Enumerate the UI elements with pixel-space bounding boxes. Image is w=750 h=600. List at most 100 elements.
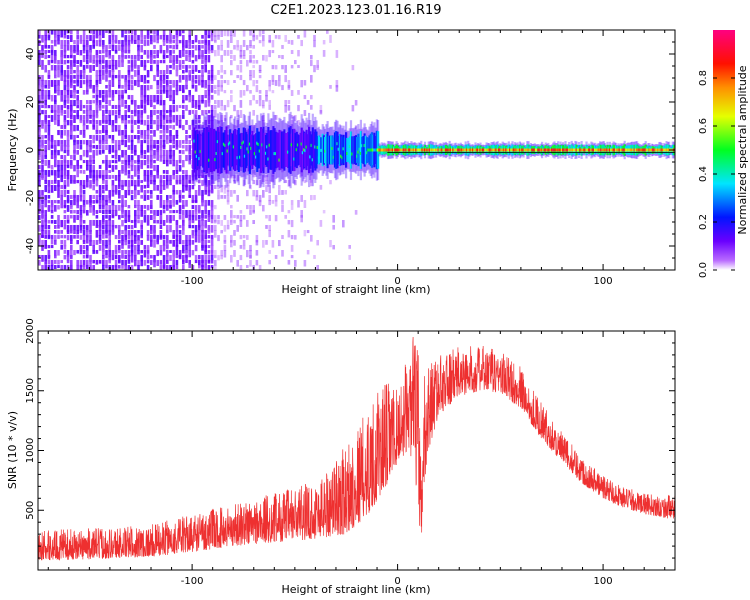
spectrogram-cell <box>79 165 83 169</box>
spectrogram-cell <box>182 265 185 270</box>
spectrogram-cell <box>252 45 255 49</box>
spectrogram-cell <box>185 130 188 134</box>
spectrogram-cell <box>210 215 214 220</box>
spectrogram-cell <box>175 240 179 247</box>
spectrogram-cell <box>66 235 70 241</box>
spectrogram-cell <box>169 130 172 137</box>
spectrogram-cell <box>194 205 198 212</box>
spectrogram-cell <box>82 110 86 114</box>
spectrogram-cell <box>178 40 182 44</box>
spectrogram-cell <box>76 235 79 239</box>
spectrogram-cell <box>182 225 185 231</box>
spectrogram-cell <box>217 175 220 183</box>
spectrogram-cell <box>153 55 156 59</box>
spectrogram-cell <box>281 235 284 239</box>
spectrogram-cell <box>134 110 137 117</box>
spectrogram-cell <box>38 140 41 147</box>
y-tick-label: -40 <box>25 238 36 254</box>
spectrogram-cell <box>214 205 217 210</box>
spectrogram-cell <box>86 265 89 269</box>
spectrogram-cell <box>118 125 121 131</box>
spectrogram-cell <box>281 250 284 257</box>
spectrogram-cell <box>290 133 293 167</box>
spectrogram-cell <box>191 200 195 204</box>
spectrogram-cell <box>130 55 134 60</box>
spectrogram-cell <box>194 210 198 215</box>
spectrogram-cell <box>182 65 185 69</box>
spectrogram-cell <box>252 125 255 133</box>
spectrogram-cell <box>105 215 108 219</box>
spectrogram-cell <box>191 170 195 178</box>
spectrogram-cell <box>257 131 260 169</box>
spectrogram-cell <box>124 190 127 198</box>
spectrogram-cell <box>242 127 245 173</box>
spectrogram-cell <box>105 220 108 226</box>
spectrogram-cell <box>182 40 185 48</box>
spectrogram-cell <box>357 133 360 167</box>
spectrogram-cell <box>188 95 191 103</box>
spectrogram-cell <box>230 210 233 218</box>
spectrogram-cell <box>146 125 150 132</box>
spectrogram-cell <box>102 140 105 145</box>
spectrogram-cell <box>194 75 198 80</box>
spectrogram-cell <box>166 80 169 87</box>
spectrogram-cell <box>230 240 233 248</box>
spectrogram-cell <box>349 131 353 169</box>
spectrogram-cell <box>382 148 385 152</box>
spectrogram-cell <box>130 155 134 162</box>
spectrogram-cell <box>194 170 198 177</box>
spectrogram-cell <box>288 127 291 173</box>
spectrogram-cell <box>311 127 314 173</box>
spectrogram-cell <box>86 200 89 205</box>
spectrogram-cell <box>321 133 324 167</box>
spectrogram-cell <box>188 75 191 81</box>
spectrogram-cell <box>38 115 41 122</box>
spectrogram-cell <box>47 80 51 86</box>
spectrogram-cell <box>127 165 131 169</box>
spectrogram-cell <box>150 60 153 65</box>
spectrogram-cell <box>169 145 172 152</box>
spectrogram-cell <box>121 40 124 47</box>
spectrogram-cell <box>166 250 169 257</box>
spectrogram-cell <box>108 55 111 59</box>
spectrogram-cell <box>287 210 291 214</box>
spectrogram-cell <box>242 80 246 86</box>
spectrogram-cell <box>217 235 220 242</box>
spectrogram-cell <box>513 148 517 152</box>
spectrogram-cell <box>204 200 207 207</box>
spectrogram-cell <box>301 130 304 170</box>
spectrogram-cell <box>367 148 370 152</box>
spectrogram-cell <box>185 95 188 101</box>
spectrogram-cell <box>204 235 207 240</box>
spectrogram-cell <box>425 148 428 152</box>
spectrogram-cell <box>182 175 185 181</box>
spectrogram-cell <box>63 55 67 59</box>
spectrogram-cell <box>188 225 191 229</box>
spectrogram-cell <box>230 255 233 263</box>
spectrogram-cell <box>105 185 108 191</box>
spectrogram-cell <box>76 40 79 45</box>
spectrogram-cell <box>606 148 609 152</box>
spectrogram-cell <box>146 70 150 78</box>
spectrogram-cell <box>225 126 228 174</box>
spectrogram-cell <box>242 90 246 96</box>
spectrogram-cell <box>38 205 41 212</box>
spectrogram-cell <box>111 120 115 127</box>
spectrogram-cell <box>143 195 147 201</box>
spectrogram-cell <box>188 195 191 198</box>
spectrogram-cell <box>159 210 163 215</box>
spectrogram-cell <box>108 230 111 236</box>
spectrogram-cell <box>44 240 47 247</box>
spectrogram-cell <box>150 200 153 205</box>
spectrogram-cell <box>86 225 89 233</box>
spectrogram-cell <box>278 129 281 171</box>
spectrogram-cell <box>105 105 108 111</box>
spectrogram-cell <box>643 148 646 152</box>
spectrogram-cell <box>182 30 185 34</box>
spectrogram-cell <box>86 115 89 122</box>
spectrogram-cell <box>146 255 150 260</box>
spectrogram-cell <box>127 160 131 166</box>
spectrogram-cell <box>207 30 211 38</box>
spectrogram-cell <box>102 210 105 215</box>
